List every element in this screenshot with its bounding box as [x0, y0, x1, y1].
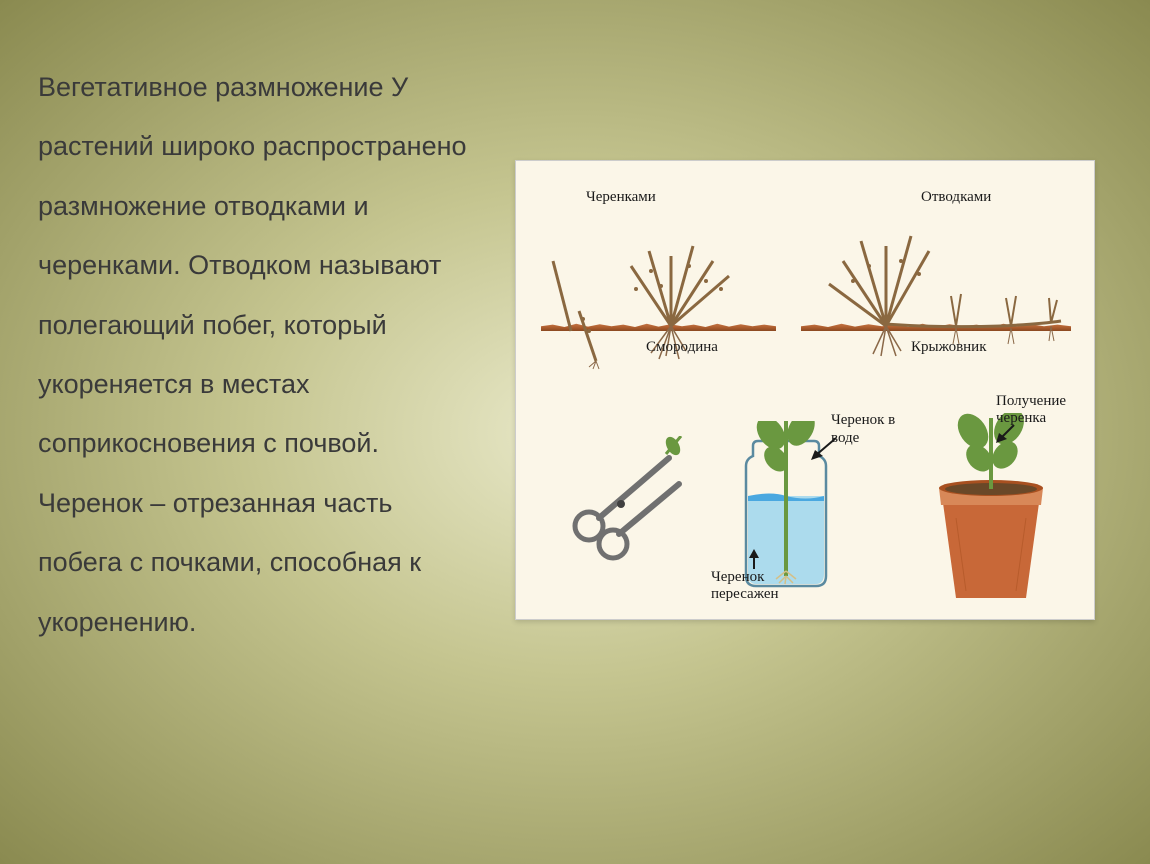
slide-body-text: Вегетативное размножение У растений широ… — [38, 58, 468, 652]
arrow-icon — [744, 549, 764, 571]
label-currant: Смородина — [646, 339, 718, 356]
label-layering: Отводками — [921, 189, 991, 206]
pot-icon — [911, 413, 1071, 608]
arrow-icon — [996, 423, 1018, 445]
label-gooseberry: Крыжовник — [911, 339, 987, 356]
scissors-icon — [561, 436, 691, 566]
label-cuttings: Черенками — [586, 189, 656, 206]
label-cutting-replanted-text: Черенок пересажен — [711, 569, 796, 604]
label-cutting-replanted: Черенок пересажен — [711, 569, 796, 604]
diagram-container: Черенками Смородина Отводками — [515, 160, 1095, 620]
label-cutting-water-text: Черенок в воде — [831, 411, 901, 447]
label-cutting-water: Черенок в воде — [831, 411, 901, 447]
arrow-icon — [811, 436, 841, 461]
